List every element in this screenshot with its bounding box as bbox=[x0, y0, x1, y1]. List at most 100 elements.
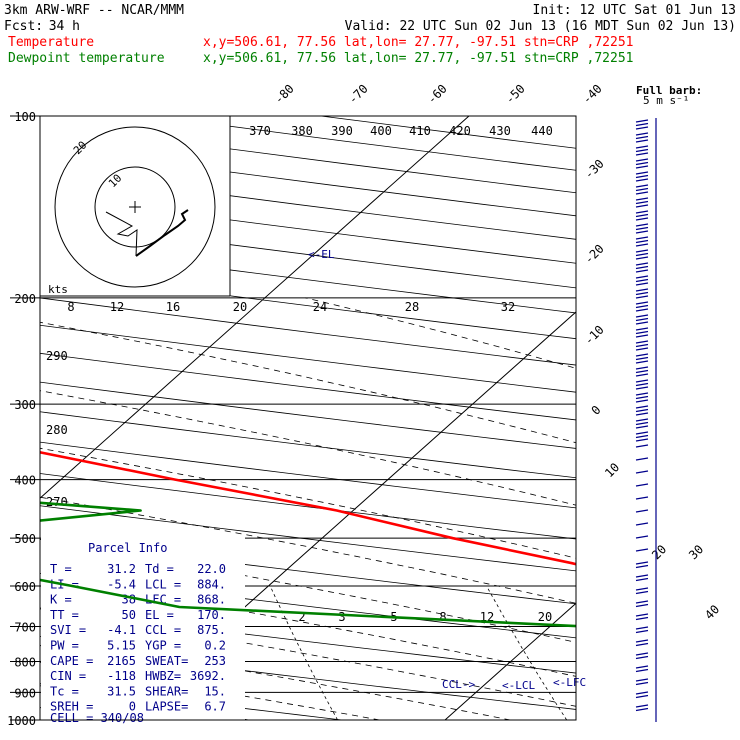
fcst-value: 34 h bbox=[49, 19, 80, 34]
parcel-value-left: 5.15 bbox=[107, 639, 136, 653]
theta-label-370: 370 bbox=[249, 124, 271, 138]
hodo-speed-8: 8 bbox=[67, 300, 74, 314]
wind-barb bbox=[635, 295, 649, 299]
wind-barb bbox=[635, 126, 649, 130]
wind-barb bbox=[635, 668, 649, 673]
wind-barb bbox=[635, 262, 649, 266]
wind-barb bbox=[635, 399, 649, 403]
parcel-label-right: HWBZ= bbox=[145, 669, 181, 683]
wind-barb bbox=[635, 392, 649, 396]
theta-side-290: 290 bbox=[46, 349, 68, 363]
hodo-speed-32: 32 bbox=[501, 300, 515, 314]
parcel-value-left: -4.1 bbox=[107, 623, 136, 637]
moist-adiabat bbox=[40, 635, 511, 720]
wind-barb bbox=[635, 174, 649, 179]
wind-barb bbox=[635, 230, 649, 234]
pressure-tick-label: 200 bbox=[14, 292, 36, 306]
parcel-label-left: SREH = bbox=[50, 700, 93, 714]
pressure-tick-label: 500 bbox=[14, 532, 36, 546]
theta-side-280: 280 bbox=[46, 423, 68, 437]
wind-barb bbox=[635, 356, 649, 361]
parcel-label-right: LCL = bbox=[145, 577, 181, 591]
wind-barb bbox=[635, 223, 649, 227]
parcel-value-right: 884. bbox=[197, 577, 226, 591]
pressure-tick-label: 400 bbox=[14, 474, 36, 488]
wind-barb bbox=[635, 629, 649, 634]
theta-label-410: 410 bbox=[409, 124, 431, 138]
temperature-tick-label: 20 bbox=[649, 542, 669, 562]
wind-barb bbox=[635, 386, 649, 390]
pressure-tick-label: 1000 bbox=[7, 714, 36, 728]
dry-adiabat bbox=[40, 324, 576, 393]
wind-barb bbox=[635, 681, 649, 686]
parcel-value-right: 875. bbox=[197, 623, 226, 637]
parcel-value-left: 0 bbox=[129, 700, 136, 714]
wind-barb bbox=[635, 132, 649, 136]
wind-barb bbox=[635, 217, 649, 221]
isotherm bbox=[444, 602, 576, 720]
parcel-label-left: Tc = bbox=[50, 684, 79, 698]
moist-adiabat bbox=[40, 390, 576, 506]
parcel-value-left: 50 bbox=[122, 608, 136, 622]
theta-label-430: 430 bbox=[489, 124, 511, 138]
wind-barb bbox=[635, 145, 649, 149]
dry-adiabat bbox=[40, 645, 576, 710]
parcel-label-right: SWEAT= bbox=[145, 654, 188, 668]
mixing-ratio-line bbox=[696, 586, 740, 720]
theta-label-440: 440 bbox=[531, 124, 553, 138]
theta-side-270: 270 bbox=[46, 495, 68, 509]
parcel-label-right: Td = bbox=[145, 562, 174, 576]
wind-barb bbox=[635, 379, 649, 383]
parcel-label-right: CCL = bbox=[145, 623, 181, 637]
wind-barb bbox=[635, 470, 649, 474]
wind-barb bbox=[635, 548, 649, 552]
theta-label-400: 400 bbox=[370, 124, 392, 138]
wind-barb bbox=[635, 704, 649, 708]
parcel-info-cell: CELL = 340/08 bbox=[50, 711, 144, 725]
theta-label-390: 390 bbox=[331, 124, 353, 138]
dewpoint-location: x,y=506.61, 77.56 lat,lon= 27.77, -97.51… bbox=[203, 51, 633, 66]
wind-barb bbox=[635, 434, 649, 439]
lcl-marker: <-LCL bbox=[502, 679, 535, 692]
hodograph-ring-inner bbox=[94, 166, 176, 248]
wind-barb bbox=[635, 360, 649, 364]
parcel-value-left: -118 bbox=[107, 669, 136, 683]
wind-barb bbox=[635, 204, 649, 208]
parcel-label-left: SVI = bbox=[50, 623, 86, 637]
wind-barb bbox=[635, 152, 649, 156]
temperature-tick-label: -80 bbox=[272, 82, 297, 107]
hodo-speed-12: 12 bbox=[110, 300, 124, 314]
wind-barb bbox=[635, 249, 649, 253]
storm-motion-arrow bbox=[105, 211, 138, 257]
wind-barb bbox=[635, 256, 649, 260]
temperature-location: x,y=506.61, 77.56 lat,lon= 27.77, -97.51… bbox=[203, 35, 633, 50]
wind-barb bbox=[635, 587, 649, 591]
wind-barb bbox=[635, 226, 649, 231]
temperature-tick-label: 40 bbox=[702, 602, 722, 622]
hodograph: 20 10 bbox=[40, 116, 231, 297]
parcel-value-right: 253 bbox=[204, 654, 226, 668]
wind-barb bbox=[635, 343, 649, 348]
wind-barb bbox=[635, 438, 649, 442]
wind-barb bbox=[635, 243, 649, 247]
hodograph-trace bbox=[135, 209, 189, 257]
plot-frame bbox=[39, 115, 577, 721]
wind-barb bbox=[635, 187, 649, 192]
dry-adiabat bbox=[40, 538, 576, 605]
wind-barb bbox=[635, 314, 649, 318]
hodograph-center-mark bbox=[129, 201, 141, 213]
hodo-speed-16: 16 bbox=[166, 300, 180, 314]
barb-legend-value: 5 m s⁻¹ bbox=[643, 94, 689, 107]
wind-barb bbox=[635, 347, 649, 351]
mix-label-2: 2 bbox=[298, 610, 305, 624]
hodo-speed-28: 28 bbox=[405, 300, 419, 314]
temperature-tick-label: -50 bbox=[503, 82, 528, 107]
wind-barb bbox=[635, 171, 649, 175]
temperature-tick-label: 30 bbox=[686, 542, 706, 562]
parcel-value-left: 31.2 bbox=[107, 562, 136, 576]
wind-barb bbox=[635, 369, 649, 374]
mix-label-20: 20 bbox=[538, 610, 552, 624]
temperature-tick-label: 10 bbox=[602, 460, 622, 480]
wind-barb bbox=[635, 496, 649, 500]
